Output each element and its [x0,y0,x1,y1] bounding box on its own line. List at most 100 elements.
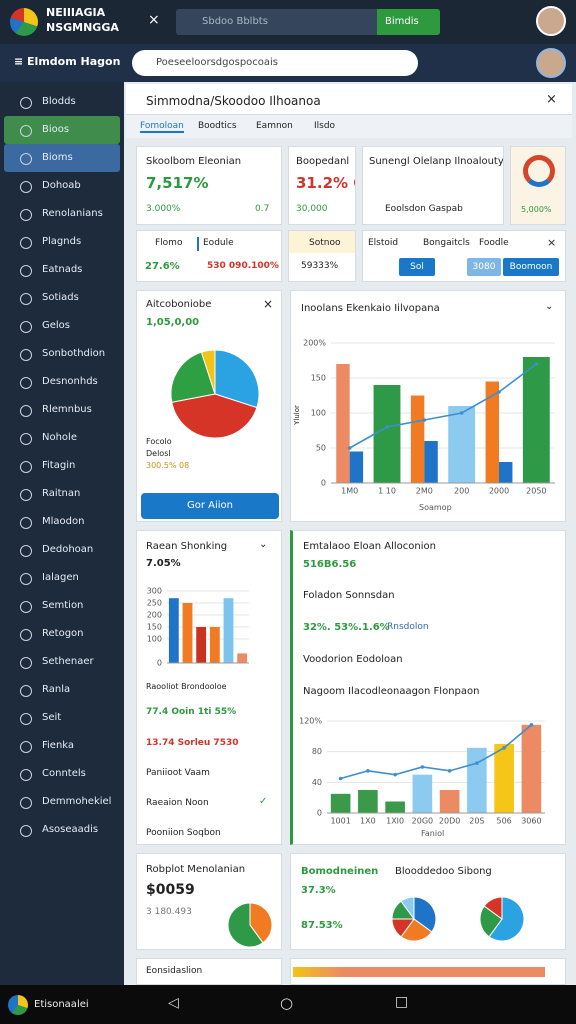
sidebar-item[interactable]: Conntels [4,760,120,788]
recents-button[interactable]: □ [395,994,409,1010]
list-row[interactable]: 32%. 53%.1.6% [303,622,390,633]
sidebar-item[interactable]: Ranla [4,676,120,704]
search-button[interactable]: Bimdis [377,9,440,35]
y-tick-label: 200 [147,611,162,620]
card-title: Emtalaoo Eloan Alloconion [303,541,436,552]
card-band [289,231,355,253]
line-point [497,390,501,394]
sidebar-item[interactable]: Sonbothdion [4,340,120,368]
bar [349,451,364,483]
close-icon[interactable]: × [148,12,160,28]
list-row[interactable]: Voodorion Eodoloan [303,654,403,665]
list-row[interactable]: Raeaion Noon [146,798,209,808]
sidebar-item[interactable]: Desnonhds [4,368,120,396]
x-axis-label: Faniol [421,829,445,838]
pie-chart [170,349,260,439]
sidebar-item[interactable]: Fitagin [4,452,120,480]
line-point [338,776,343,781]
filter-button[interactable]: 3080 [467,258,501,276]
search-box[interactable]: Sbdoo Bblbts Bimdis [176,9,440,35]
tab-bar: Fomoloan Boodtics Eamnon Ilsdo [126,114,572,138]
chevron[interactable]: ⌄ [545,301,554,312]
card-title: Eonsidaslion [146,966,203,976]
sidebar-item[interactable]: Retogon [4,620,120,648]
sidebar-item[interactable]: Raitnan [4,480,120,508]
sidebar-item[interactable]: Dohoab [4,172,120,200]
pie-slice [214,349,260,409]
line-point [529,723,534,727]
stat-card: Flomo 27.6% Eodule 530 090.100% [136,230,282,282]
list-row[interactable]: Raooliot Brondooloe [146,682,227,691]
y-tick-label: 100 [147,635,162,644]
sidebar-item[interactable]: Seit [4,704,120,732]
close-icon[interactable]: × [547,236,557,249]
filter-button[interactable]: Boomoon [503,258,559,276]
line-point [447,769,452,773]
home-button[interactable]: ○ [280,994,294,1012]
tab[interactable]: Eamnon [256,121,293,131]
sidebar-item[interactable]: Bioms [4,144,120,172]
sidebar-item[interactable]: Sotiads [4,284,120,312]
line-point [422,418,427,422]
bar [521,724,542,813]
pie-slice [400,918,433,942]
sidebar-item[interactable]: Demmohekiel [4,788,120,816]
x-tick-label: 2050 [526,487,546,496]
sidebar-item[interactable]: Ialagen [4,564,120,592]
avatar[interactable] [536,48,566,78]
list-row[interactable]: Foladon Sonnsdan [303,590,395,601]
sidebar-item[interactable]: Nohole [4,424,120,452]
list-row[interactable]: Paniioot Vaam [146,768,210,778]
action-button[interactable]: Gor Aiion [141,493,279,519]
brand-line: NEIIIAGIA [46,6,106,19]
sidebar-item[interactable]: Asoseaadis [4,816,120,844]
sidebar-item[interactable]: Eatnads [4,256,120,284]
top-bar: NEIIIAGIA NSGMNGGA × Sbdoo Bblbts Bimdis [0,0,576,44]
sidebar-item[interactable]: Mlaodon [4,508,120,536]
tab[interactable]: Fomoloan [140,121,184,133]
close-icon[interactable]: × [263,297,274,311]
x-tick-label: 2M0 [416,487,433,496]
bar [168,598,179,663]
nav-search[interactable]: Poeseeloorsdgospocoais [132,50,418,76]
logo[interactable] [10,8,38,36]
pie-chart [479,896,525,942]
close-icon[interactable]: × [546,92,557,107]
x-axis-label: Soamop [419,503,452,512]
x-tick-label: 3060 [521,817,541,826]
x-tick-label: 1X0 [360,817,376,826]
sidebar-item[interactable]: Renolanians [4,200,120,228]
list-row[interactable]: Rnsdolon [387,622,429,632]
back-button[interactable]: ◁ [168,995,179,1011]
sidebar-item[interactable]: Bioos [4,116,120,144]
tab[interactable]: Ilsdo [314,121,336,131]
filter-button[interactable]: Sol [399,258,435,276]
sidebar-item[interactable]: Blodds [4,88,120,116]
sidebar-item[interactable]: Dedohoan [4,536,120,564]
line-series [349,363,537,449]
avatar[interactable] [536,6,566,36]
app-icon[interactable] [8,995,28,1015]
sidebar-item[interactable]: Plagnds [4,228,120,256]
sidebar-item[interactable]: Semtion [4,592,120,620]
list-row[interactable]: Pooniion Soqbon [146,828,221,838]
pie-slice [413,896,437,933]
divider [197,237,199,251]
list-row[interactable]: 13.74 Sorleu 7530 [146,738,239,748]
list-row[interactable]: 77.4 Ooin 1ti 55% [146,707,237,717]
sidebar-item[interactable]: Fienka [4,732,120,760]
card-label: Eodule [203,238,234,248]
tab[interactable]: Boodtics [198,121,237,131]
line-point [347,446,352,450]
sidebar-item[interactable]: Gelos [4,312,120,340]
chevron[interactable]: ⌄ [259,539,268,550]
line-point [475,761,479,765]
sidebar-item[interactable]: Sethenaer [4,648,120,676]
x-tick-label: 20D0 [439,817,460,826]
trend-card: Inoolans Ekenkaio Iilvopana ⌄ Ylulor 0 50… [290,290,566,522]
card-value: 530 090.100% [207,261,279,271]
sidebar-item[interactable]: Rlemnbus [4,396,120,424]
x-tick-label: 20S [469,817,484,826]
bar [499,462,513,483]
